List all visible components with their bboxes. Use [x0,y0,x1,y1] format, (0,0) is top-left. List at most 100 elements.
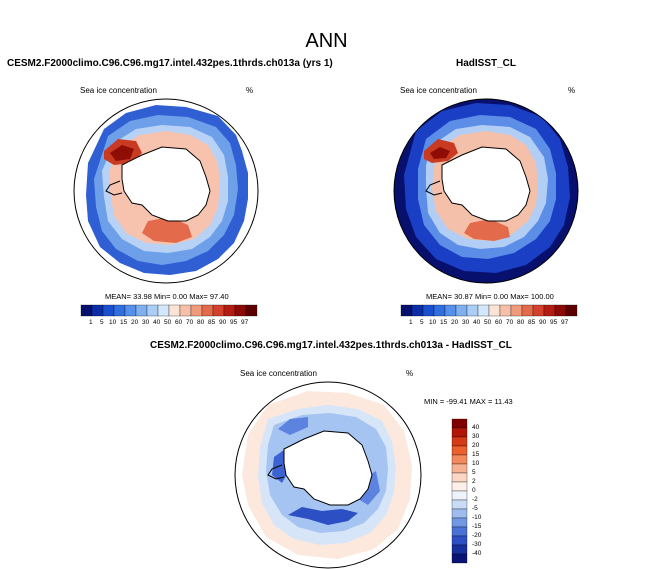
panel3-stats: MIN = -99.41 MAX = 11.43 [424,397,513,406]
panel3-cb-label-4: 10 [472,460,480,467]
panel1-colorbar [80,304,258,317]
cb3-s3 [451,445,468,456]
panel2-cb-label-1: 5 [420,319,424,326]
cb3-s10 [451,508,468,519]
panel1-cb-label-7: 50 [164,319,172,326]
cb1-s10 [190,304,203,317]
panel3-cb-label-1: 30 [472,433,480,440]
panel3-cb-label-0: 40 [472,424,480,431]
panel1-variable-label: Sea ice concentration [80,86,157,95]
cb2-s8 [488,304,501,317]
cb2-s5 [455,304,468,317]
panel1-cb-label-6: 40 [153,319,161,326]
panel2-cb-label-6: 40 [473,319,481,326]
panel1-cb-label-13: 95 [230,319,238,326]
panel3-cb-label-8: -2 [472,496,478,503]
cb1-s9 [179,304,192,317]
panel2-cb-label-10: 80 [517,319,525,326]
cb3-s9 [451,499,468,510]
panel1-cb-label-9: 70 [186,319,194,326]
cb3-s14 [451,544,468,555]
cb1-s12 [212,304,225,317]
panel2-cb-label-8: 60 [495,319,503,326]
cb3-s12 [451,526,468,537]
panel1-title: CESM2.F2000climo.C96.C96.mg17.intel.432p… [7,58,333,69]
cb2-s10 [510,304,523,317]
panel3-cb-label-13: -30 [472,541,482,548]
cb3-s8 [451,490,468,501]
cb2-s15 [565,304,578,317]
cb1-s15 [245,304,258,317]
cb3-s0 [451,418,468,429]
panel1-polar-map [73,98,259,284]
panel2-cb-label-4: 20 [451,319,459,326]
panel1-cb-label-14: 97 [241,319,249,326]
panel2-polar-map [393,98,579,284]
panel3-title: CESM2.F2000climo.C96.C96.mg17.intel.432p… [150,340,512,351]
panel3-cb-label-11: -15 [472,523,482,530]
panel2-units-label: % [568,86,576,95]
panel3-units-label: % [406,369,414,378]
cb2-s2 [422,304,435,317]
cb1-s0 [80,304,93,317]
cb1-s5 [135,304,148,317]
cb3-s5 [451,463,468,474]
cb2-s3 [433,304,446,317]
panel3-cb-label-5: 5 [472,469,476,476]
panel1-stats: MEAN= 33.98 Min= 0.00 Max= 97.40 [105,292,229,301]
cb1-s14 [234,304,247,317]
panel1-cb-label-1: 5 [100,319,104,326]
panel2-title: HadISST_CL [456,58,517,69]
panel3-variable-label: Sea ice concentration [240,369,317,378]
panel1-cb-label-0: 1 [89,319,93,326]
cb3-s2 [451,436,468,447]
panel2-cb-label-11: 85 [528,319,536,326]
cb1-s4 [124,304,137,317]
cb2-s14 [554,304,567,317]
panel2-cb-label-7: 50 [484,319,492,326]
panel1-cb-label-5: 30 [142,319,150,326]
panel2-cb-label-0: 1 [409,319,413,326]
panel2-cb-label-12: 90 [539,319,547,326]
cb2-s11 [521,304,534,317]
cb1-s7 [157,304,170,317]
panel2-cb-label-5: 30 [462,319,470,326]
panel3-polar-map [234,381,422,569]
panel1-cb-label-10: 80 [197,319,205,326]
panel3-cb-label-10: -10 [472,514,482,521]
panel3-cb-label-9: -5 [472,505,478,512]
panel2-cb-label-9: 70 [506,319,514,326]
cb3-s6 [451,472,468,483]
cb3-s7 [451,481,468,492]
cb3-s4 [451,454,468,465]
panel3-cb-label-14: -40 [472,550,482,557]
cb2-s4 [444,304,457,317]
panel3-cb-label-2: 20 [472,442,480,449]
cb1-s2 [102,304,115,317]
panel1-cb-label-2: 10 [109,319,117,326]
panel2-stats: MEAN= 30.87 Min= 0.00 Max= 100.00 [426,292,554,301]
cb3-s15 [451,553,468,564]
cb2-s1 [411,304,424,317]
cb2-s6 [466,304,479,317]
panel1-cb-label-11: 85 [208,319,216,326]
panel1-cb-label-4: 20 [131,319,139,326]
panel3-cb-label-7: 0 [472,487,476,494]
cb1-s3 [113,304,126,317]
panel3-cb-label-12: -20 [472,532,482,539]
cb2-s0 [400,304,413,317]
panel3-cb-label-6: 2 [472,478,476,485]
panel1-units-label: % [246,86,254,95]
cb1-s13 [223,304,236,317]
panel2-cb-label-3: 15 [440,319,448,326]
panel1-cb-label-12: 90 [219,319,227,326]
panel2-cb-label-13: 95 [550,319,558,326]
panel2-colorbar [400,304,578,317]
cb1-s8 [168,304,181,317]
panel1-cb-label-8: 60 [175,319,183,326]
main-title: ANN [305,30,348,52]
panel3-colorbar [451,418,468,564]
cb3-s11 [451,517,468,528]
panel3-cb-label-3: 15 [472,451,480,458]
cb2-s7 [477,304,490,317]
